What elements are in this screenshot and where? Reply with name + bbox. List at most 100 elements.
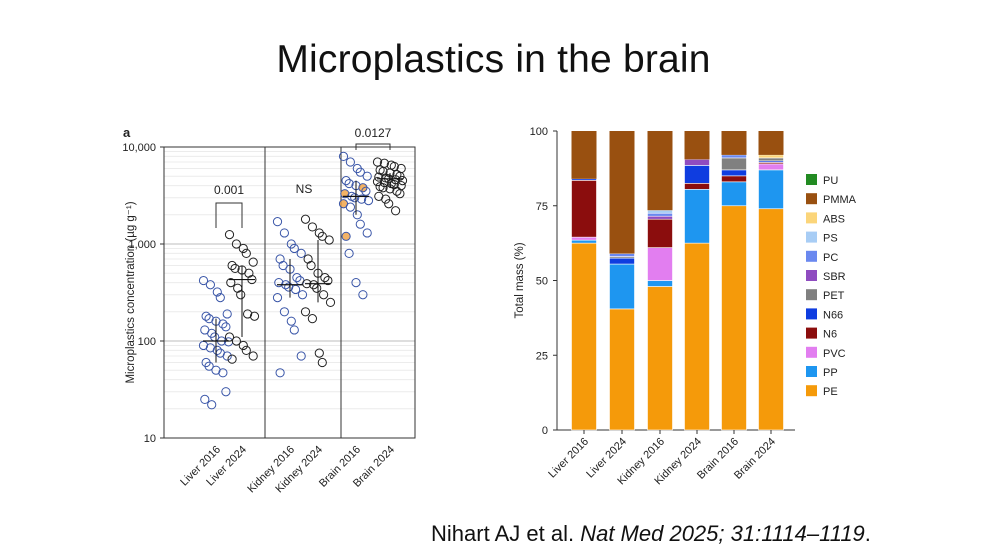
data-point bbox=[275, 368, 285, 378]
data-point bbox=[345, 202, 355, 212]
data-point bbox=[361, 186, 371, 196]
series-liver-2024 bbox=[224, 229, 260, 364]
data-point bbox=[325, 297, 336, 307]
data-point bbox=[314, 348, 324, 358]
data-point bbox=[278, 260, 288, 271]
citation-journal: Nat Med 2025; 31:1114–1119 bbox=[580, 521, 865, 546]
data-point bbox=[218, 319, 228, 329]
data-point bbox=[212, 345, 222, 356]
data-point bbox=[357, 194, 367, 204]
y-tick-label: 1,000 bbox=[128, 239, 156, 251]
data-point bbox=[358, 290, 368, 300]
y-tick-label: 10 bbox=[144, 433, 156, 445]
data-point bbox=[238, 243, 248, 254]
data-point bbox=[338, 151, 349, 162]
data-point bbox=[198, 275, 209, 286]
data-point bbox=[205, 280, 215, 290]
data-point bbox=[362, 228, 372, 238]
data-point bbox=[222, 351, 232, 361]
series-kidney-2016 bbox=[272, 217, 308, 378]
data-point bbox=[341, 231, 351, 241]
data-point bbox=[243, 309, 253, 319]
data-point bbox=[224, 332, 235, 342]
series-brain-2024 bbox=[372, 157, 408, 216]
data-point bbox=[221, 387, 231, 397]
data-point bbox=[248, 257, 258, 267]
citation: Nihart AJ et al. Nat Med 2025; 31:1114–1… bbox=[431, 521, 871, 547]
data-point bbox=[292, 273, 302, 283]
data-point bbox=[249, 311, 260, 321]
data-point bbox=[314, 228, 324, 238]
data-point bbox=[272, 217, 283, 227]
data-point bbox=[397, 176, 408, 186]
data-point bbox=[200, 394, 210, 404]
data-point bbox=[395, 189, 405, 199]
data-point bbox=[227, 260, 237, 271]
data-point bbox=[296, 351, 306, 361]
data-point bbox=[389, 161, 399, 172]
data-point bbox=[291, 284, 301, 295]
data-point bbox=[221, 322, 231, 332]
data-point bbox=[226, 278, 236, 288]
data-point bbox=[222, 309, 232, 319]
data-point bbox=[372, 157, 383, 167]
data-point bbox=[381, 194, 391, 204]
data-point bbox=[297, 290, 308, 300]
data-point bbox=[317, 231, 327, 241]
data-point bbox=[272, 293, 283, 303]
comparison-bracket bbox=[215, 202, 243, 228]
data-point bbox=[215, 293, 225, 303]
data-point bbox=[319, 290, 329, 300]
data-point bbox=[289, 325, 299, 335]
citation-end: . bbox=[864, 521, 871, 546]
data-point bbox=[231, 239, 241, 249]
data-point bbox=[372, 176, 383, 187]
data-point bbox=[352, 210, 362, 220]
comparison-3: 0.0127 bbox=[355, 126, 392, 150]
comparison-label: NS bbox=[296, 182, 313, 196]
data-point bbox=[279, 307, 289, 317]
data-point bbox=[238, 340, 248, 351]
data-point bbox=[224, 229, 235, 240]
data-point bbox=[355, 167, 365, 177]
data-point bbox=[284, 282, 294, 292]
citation-authors: Nihart AJ et al. bbox=[431, 521, 575, 546]
data-point bbox=[344, 178, 354, 189]
data-point bbox=[218, 368, 228, 378]
data-point bbox=[227, 354, 237, 364]
data-point bbox=[391, 206, 401, 216]
comparison-bracket bbox=[355, 143, 391, 150]
y-tick-label: 10,000 bbox=[122, 142, 156, 154]
data-point bbox=[306, 260, 316, 271]
y-axis-label: Microplastics concentration (µg g⁻¹) bbox=[125, 201, 137, 383]
y-tick-label: 100 bbox=[138, 336, 156, 348]
data-point bbox=[244, 268, 254, 278]
series-brain-2016 bbox=[338, 151, 374, 300]
data-point bbox=[230, 263, 240, 274]
data-point bbox=[248, 351, 258, 361]
data-point bbox=[236, 290, 246, 300]
panel-label: a bbox=[123, 125, 131, 140]
data-point bbox=[212, 287, 222, 297]
data-point bbox=[362, 171, 372, 181]
data-point bbox=[324, 235, 334, 245]
data-point bbox=[384, 199, 394, 209]
data-point bbox=[378, 183, 388, 193]
data-point bbox=[231, 336, 241, 346]
data-point bbox=[392, 186, 402, 196]
data-point bbox=[241, 248, 251, 259]
data-point bbox=[296, 248, 306, 259]
data-point bbox=[201, 311, 211, 321]
data-point bbox=[279, 228, 289, 238]
data-point bbox=[289, 243, 299, 254]
data-point bbox=[341, 176, 351, 186]
data-point bbox=[205, 343, 215, 353]
comparison-label: 0.001 bbox=[214, 183, 244, 197]
data-point bbox=[323, 275, 333, 286]
plot-frame bbox=[163, 146, 416, 439]
data-point bbox=[204, 361, 214, 371]
slide-title: Microplastics in the brain bbox=[276, 38, 711, 81]
data-point bbox=[374, 172, 384, 182]
data-point bbox=[355, 219, 365, 229]
